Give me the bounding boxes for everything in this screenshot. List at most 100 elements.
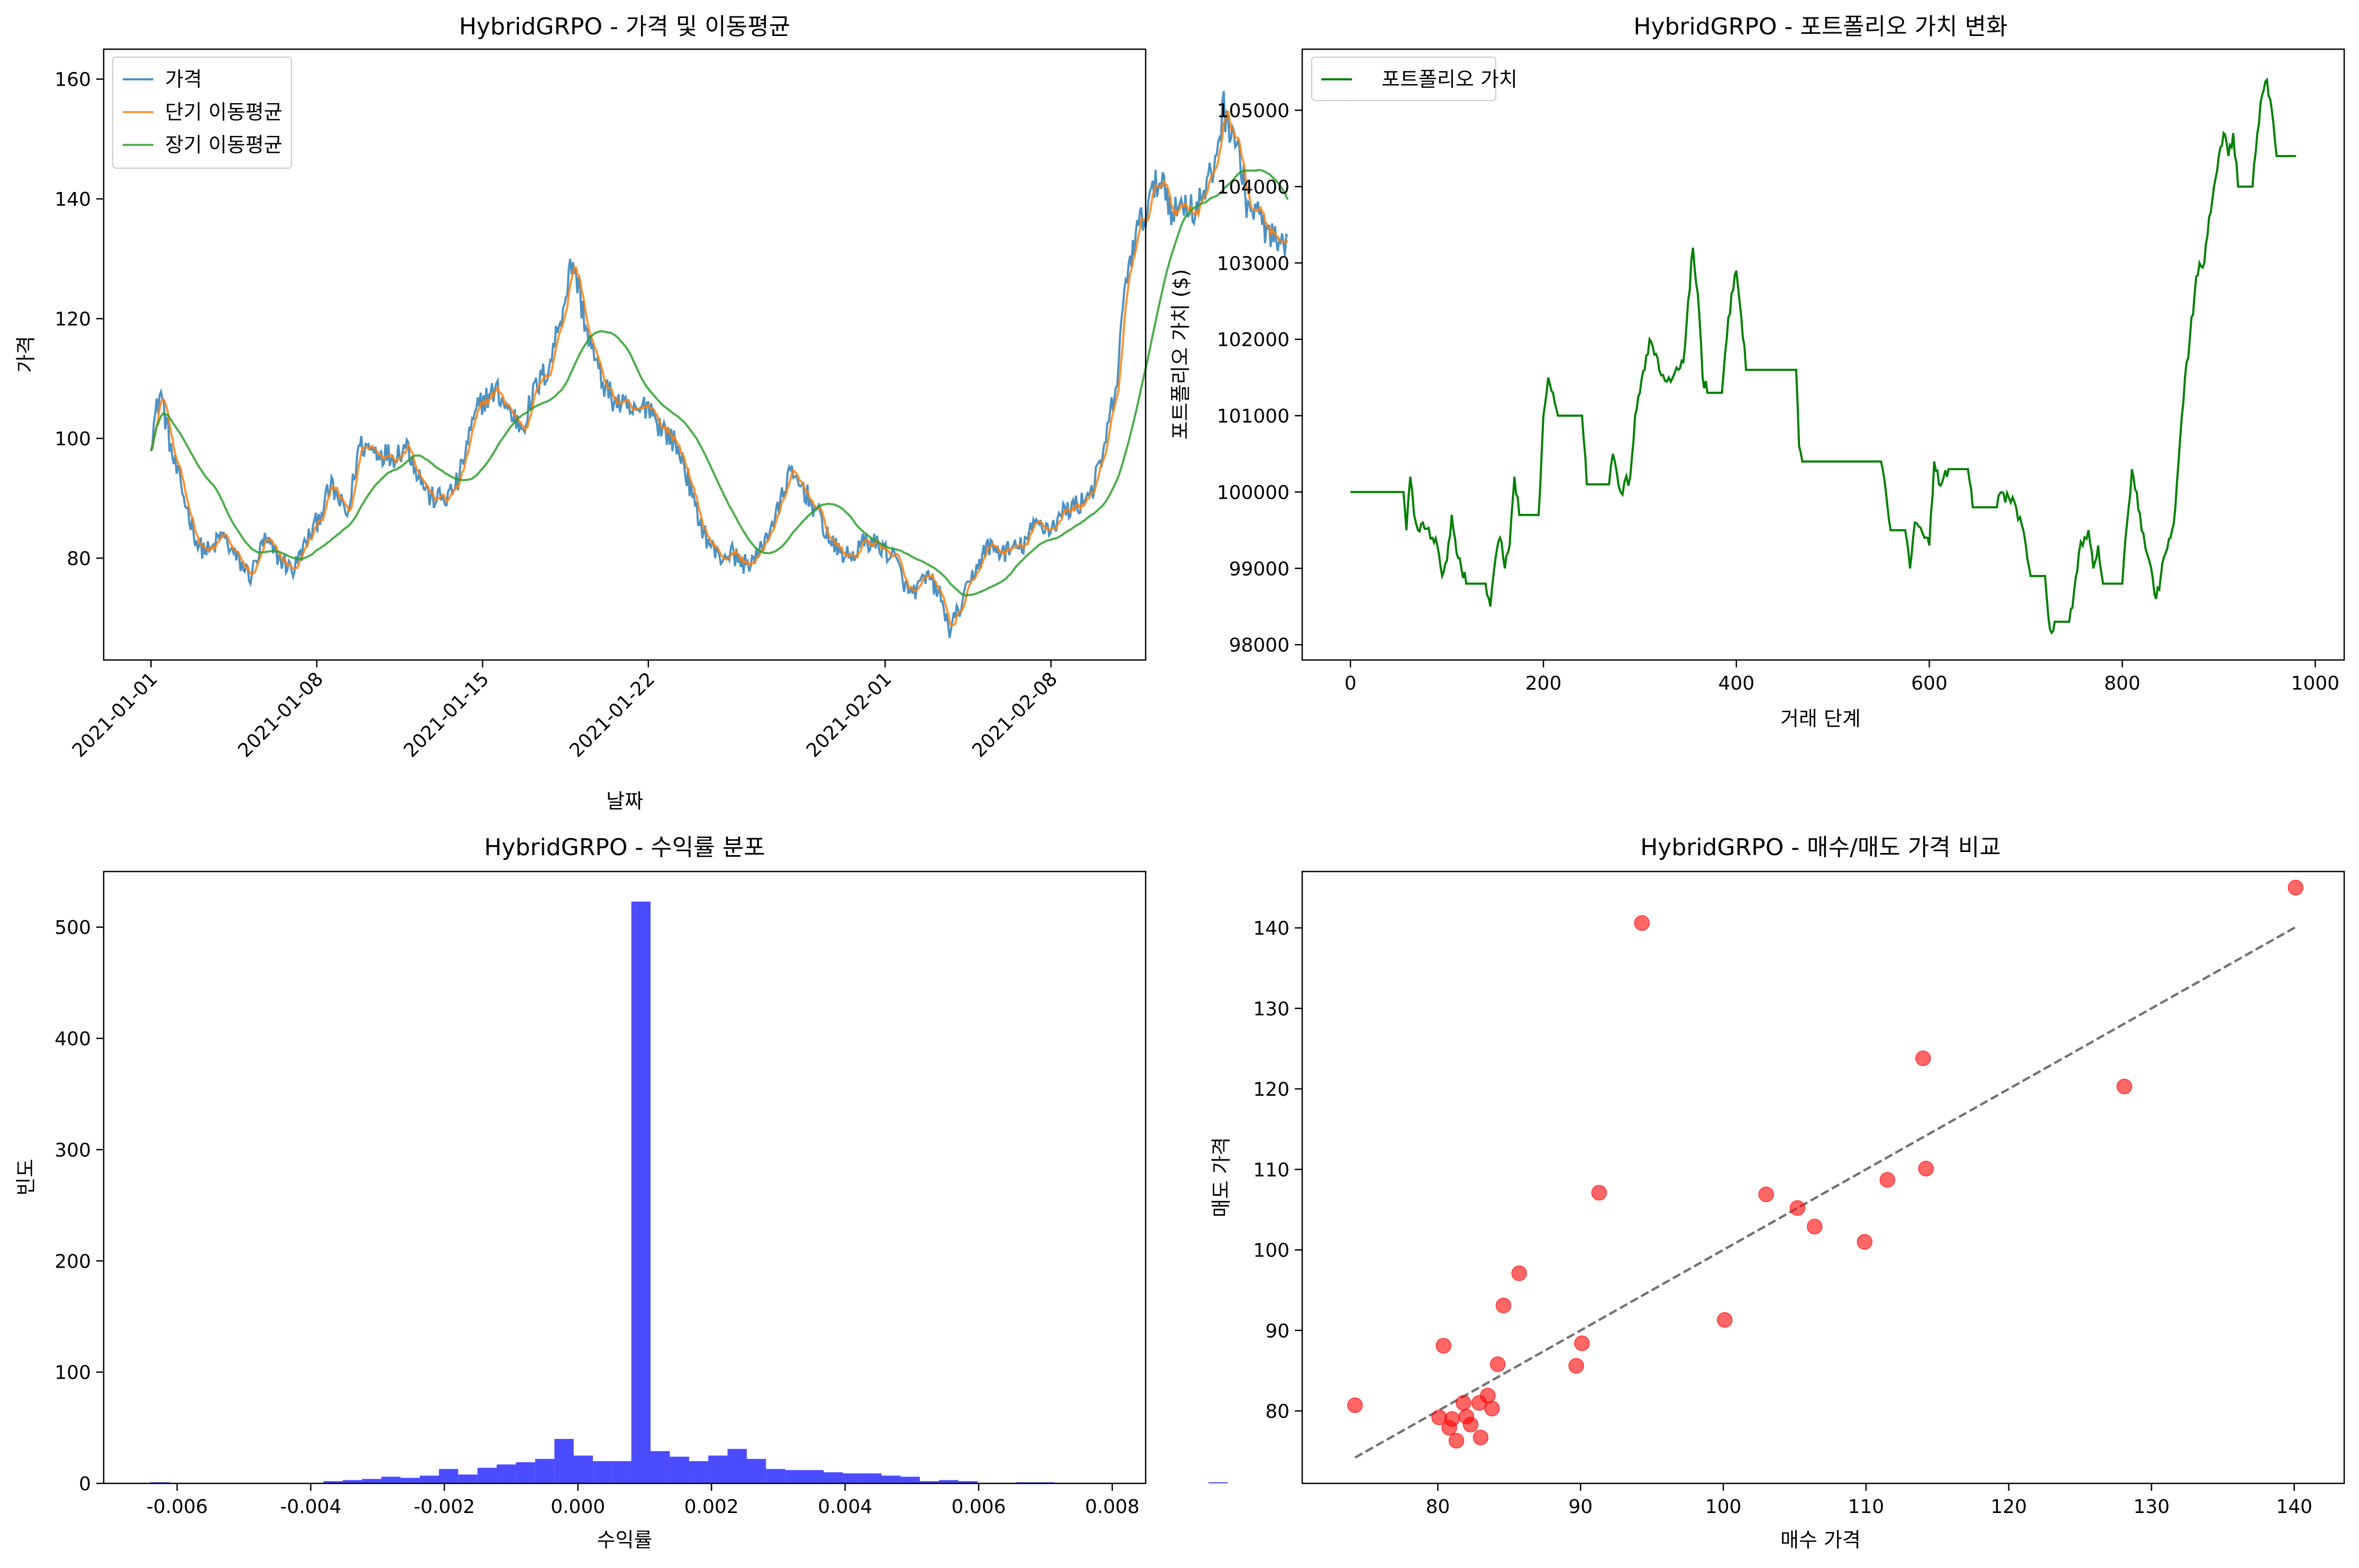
scatter-point [2116,1078,2133,1095]
buy-sell-scatter-x-tick-label: 120 [1990,1496,2027,1518]
returns-histogram-y-label: 빈도 [14,1159,38,1196]
scatter-point [1448,1433,1465,1449]
returns-histogram-y-tick-label: 500 [54,917,91,939]
histogram-bar [766,1469,785,1483]
buy-sell-scatter-y-label: 매도 가격 [1210,1137,1233,1217]
histogram-bar [573,1455,593,1483]
histogram-bar [939,1480,958,1483]
scatter-point [1758,1186,1774,1203]
buy-sell-scatter-x-tick-label: 90 [1568,1496,1593,1518]
scatter-point [1717,1312,1733,1328]
buy-sell-scatter-y-tick-label: 130 [1253,998,1290,1020]
buy-sell-scatter-y-axis: 80 90 100 110 120 130 140 [1253,918,1302,1423]
price-chart-legend: 가격 단기 이동평균 장기 이동평균 [112,57,292,169]
returns-histogram-x-tick-label: -0.002 [414,1496,475,1518]
buy-sell-scatter-x-tick-label: 140 [2276,1496,2312,1518]
histogram-bar [400,1478,420,1483]
portfolio-chart-y-tick-label: 103000 [1217,253,1290,274]
scatter-point [1568,1358,1584,1374]
histogram-bar [631,901,651,1483]
histogram-bar [843,1473,863,1483]
buy-sell-scatter-panel: HybridGRPO - 매수/매도 가격 비교 80 90 100 110 120 13… [1210,834,2345,1552]
buy-sell-scatter-y-tick-label: 110 [1253,1159,1290,1181]
buy-sell-scatter-y-tick-label: 80 [1265,1401,1290,1423]
histogram-bar [535,1459,555,1483]
portfolio-chart-x-axis: 0 200 400 600 800 1000 [1345,660,2339,694]
legend-label-portfolio: 포트폴리오 가치 [1382,68,1517,91]
buy-sell-scatter-x-tick-label: 110 [1848,1496,1885,1518]
portfolio-chart-x-tick-label: 0 [1345,673,1357,694]
buy-sell-scatter-x-tick-label: 130 [2133,1496,2170,1518]
histogram-bar [727,1448,747,1483]
scatter-point [1789,1200,1806,1216]
portfolio-chart-x-tick-label: 400 [1718,673,1754,694]
portfolio-series-line [1350,77,2296,635]
buy-sell-scatter-title: HybridGRPO - 매수/매도 가격 비교 [1640,834,2001,861]
returns-histogram-x-axis: -0.006 -0.004 -0.002 0.000 0.002 0.004 0.006 0.… [147,1483,1139,1518]
histogram-bar [458,1474,478,1483]
price-chart-y-tick-label: 140 [54,189,91,210]
price-chart-y-label: 가격 [14,336,38,373]
legend-label-price: 가격 [165,68,202,91]
returns-histogram-x-tick-label: 0.000 [551,1496,605,1518]
histogram-bar [900,1477,920,1483]
histogram-bar [343,1480,362,1483]
portfolio-chart-y-tick-label: 98000 [1229,635,1290,656]
histogram-bar [516,1462,535,1483]
buy-sell-scatter-x-tick-label: 80 [1425,1496,1450,1518]
long-ma-series-line [150,169,1289,597]
scatter-point [1473,1429,1489,1445]
portfolio-chart-x-label: 거래 단계 [1780,707,1861,730]
histogram-bar [804,1470,824,1483]
portfolio-chart-x-tick-label: 600 [1911,673,1947,694]
legend-label-short-ma: 단기 이동평균 [165,100,282,124]
histogram-bar [362,1479,381,1483]
returns-histogram-frame [103,870,1147,1484]
returns-histogram-x-tick-label: 0.004 [818,1496,872,1518]
price-series-line [150,91,1288,638]
portfolio-chart-title: HybridGRPO - 포트폴리오 가치 변화 [1633,13,2007,40]
scatter-point [2288,879,2303,896]
price-chart-title: HybridGRPO - 가격 및 이동평균 [459,13,790,40]
buy-sell-scatter-x-label: 매수 가격 [1780,1528,1861,1552]
histogram-bar [612,1461,632,1483]
scatter-point [1857,1234,1873,1250]
buy-sell-scatter-frame [1301,870,2345,1484]
histogram-bar [438,1469,459,1483]
price-chart-y-axis: 80 100 120 140 160 [54,69,104,570]
portfolio-chart-frame [1301,48,2345,661]
scatter-point [1435,1337,1451,1354]
returns-histogram-y-tick-label: 0 [79,1473,91,1495]
price-chart-frame [103,48,1147,661]
portfolio-chart-x-tick-label: 1000 [2291,673,2339,694]
portfolio-chart-y-tick-label: 104000 [1217,177,1290,198]
histogram-bar [497,1464,516,1483]
returns-histogram-x-tick-label: -0.004 [280,1496,341,1518]
buy-sell-scatter-y-tick-label: 140 [1253,918,1290,940]
portfolio-chart-y-tick-label: 102000 [1217,329,1290,351]
portfolio-chart-y-tick-label: 100000 [1217,482,1290,503]
scatter-point [1347,1397,1363,1414]
scatter-point [1915,1050,1931,1066]
returns-histogram-y-tick-label: 400 [54,1029,91,1050]
portfolio-chart-plot [1350,77,2296,635]
returns-histogram-panel: HybridGRPO - 수익률 분포 -0.006 -0.004 -0.002 0.… [14,834,1228,1552]
scatter-point [1444,1411,1460,1427]
portfolio-chart-panel: HybridGRPO - 포트폴리오 가치 변화 0 200 400 600 800 10… [1169,13,2345,730]
returns-histogram-x-tick-label: 0.008 [1085,1496,1139,1518]
histogram-bar [785,1470,804,1483]
scatter-point [1484,1400,1500,1417]
returns-histogram-x-tick-label: 0.006 [952,1496,1006,1518]
histogram-bar [881,1475,901,1483]
buy-sell-scatter-x-tick-label: 100 [1705,1496,1742,1518]
legend-label-long-ma: 장기 이동평균 [165,133,282,157]
price-chart-y-tick-label: 120 [54,309,91,331]
histogram-bar [419,1475,439,1483]
histogram-bar [689,1461,709,1483]
returns-histogram-y-tick-label: 100 [54,1362,91,1384]
returns-histogram-x-tick-label: 0.002 [684,1496,739,1518]
histogram-bar [554,1438,574,1483]
portfolio-chart-y-label: 포트폴리오 가치 ($) [1169,269,1192,440]
histogram-bar [708,1455,728,1483]
returns-histogram-y-axis: 0 100 200 300 400 500 [54,917,104,1495]
